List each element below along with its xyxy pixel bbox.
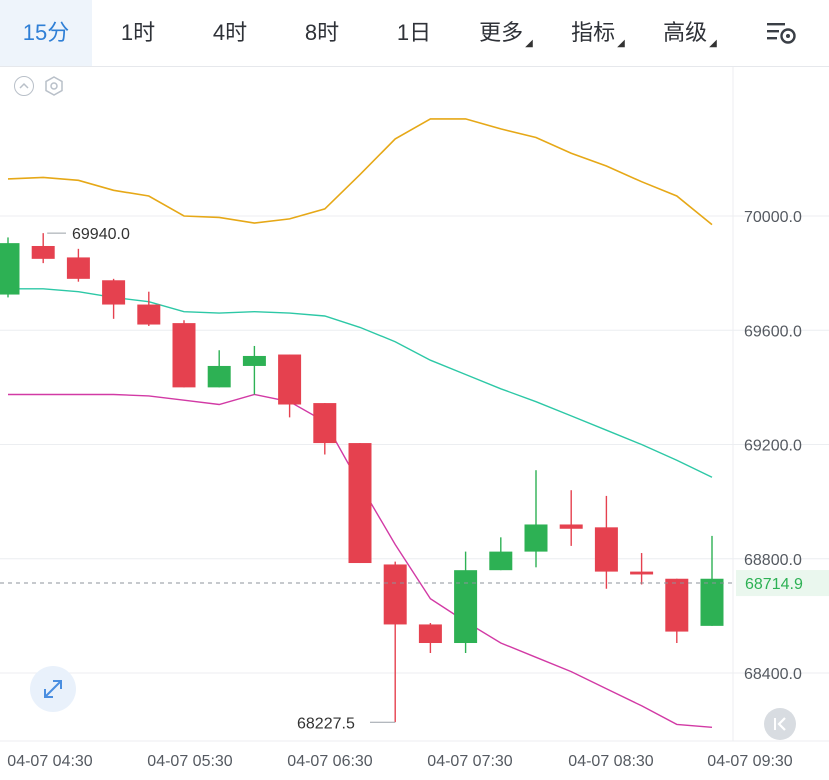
x-tick-label: 04-07 04:30 xyxy=(7,753,93,770)
tab-15min[interactable]: 15分 xyxy=(0,0,92,66)
scroll-to-latest-icon[interactable] xyxy=(764,708,796,740)
candle xyxy=(454,551,478,654)
candle-body xyxy=(102,280,126,305)
candle xyxy=(242,345,266,395)
candle xyxy=(383,561,407,723)
y-tick-label: 70000.0 xyxy=(744,209,802,226)
tab-indicators[interactable]: 指标 ◢ xyxy=(552,0,644,66)
tab-label: 8时 xyxy=(304,20,340,45)
candle xyxy=(524,470,548,568)
y-tick-label: 68800.0 xyxy=(744,552,802,569)
high-annotation-label: 69940.0 xyxy=(72,226,130,243)
candle xyxy=(594,495,618,589)
candlestick-chart[interactable]: 70000.0 69600.0 69200.0 68800.0 68400.0 04-07… xyxy=(0,67,829,780)
candle-body xyxy=(348,443,372,564)
candle-body xyxy=(665,578,689,632)
x-tick-label: 04-07 09:30 xyxy=(707,753,793,770)
candle-body xyxy=(559,524,583,529)
low-annotation-label: 68227.5 xyxy=(297,715,355,732)
dropdown-caret-icon: ◢ xyxy=(709,38,717,49)
candle xyxy=(207,350,231,388)
tab-label: 高级 xyxy=(663,20,708,45)
candle-body xyxy=(454,570,478,644)
current-price-tag xyxy=(736,570,829,597)
tab-8h[interactable]: 8时 xyxy=(276,0,368,66)
tab-advanced[interactable]: 高级 ◢ xyxy=(644,0,736,66)
candle-body xyxy=(137,304,161,325)
current-price-label: 68714.9 xyxy=(745,576,803,593)
tab-label: 1日 xyxy=(396,20,432,45)
candle-body xyxy=(700,578,724,626)
candle-body xyxy=(313,403,337,444)
dropdown-caret-icon: ◢ xyxy=(525,38,533,49)
tab-1h[interactable]: 1时 xyxy=(92,0,184,66)
candle-body xyxy=(418,624,442,644)
x-tick-label: 04-07 06:30 xyxy=(287,753,373,770)
candle-body xyxy=(524,524,548,552)
candle-body xyxy=(31,245,55,259)
candle xyxy=(630,553,654,585)
candle xyxy=(137,291,161,326)
dropdown-caret-icon: ◢ xyxy=(617,38,625,49)
candle-body xyxy=(594,527,618,572)
candle xyxy=(313,403,337,455)
tab-label: 1时 xyxy=(120,20,156,45)
candle xyxy=(418,623,442,654)
tab-label: 更多 xyxy=(479,20,524,45)
x-tick-label: 04-07 05:30 xyxy=(147,753,233,770)
candle-body xyxy=(172,323,196,388)
indicator-settings-icon[interactable] xyxy=(44,76,63,96)
x-tick-label: 04-07 07:30 xyxy=(427,753,513,770)
y-tick-label: 69200.0 xyxy=(744,438,802,455)
x-tick-label: 04-07 08:30 xyxy=(568,753,654,770)
candle xyxy=(172,320,196,388)
chart-settings-icon[interactable] xyxy=(765,18,805,48)
candle-body xyxy=(489,551,513,571)
tab-1d[interactable]: 1日 xyxy=(368,0,460,66)
candle xyxy=(102,278,126,319)
y-tick-label: 69600.0 xyxy=(744,323,802,340)
tab-label: 4时 xyxy=(212,20,248,45)
candle xyxy=(66,248,90,282)
candle xyxy=(559,490,583,546)
candle xyxy=(31,233,55,264)
candle xyxy=(0,237,20,298)
candle xyxy=(489,537,513,571)
collapse-indicator-icon[interactable] xyxy=(14,76,34,96)
tab-4h[interactable]: 4时 xyxy=(184,0,276,66)
tab-more[interactable]: 更多 ◢ xyxy=(460,0,552,66)
timeframe-toolbar: 15分 1时 4时 8时 1日 更多 ◢ 指标 ◢ 高级 ◢ xyxy=(0,0,829,67)
middle-band-line xyxy=(8,288,713,478)
candle-body xyxy=(383,564,407,625)
candle-body xyxy=(0,243,20,295)
candle xyxy=(665,578,689,644)
tab-label: 指标 xyxy=(571,20,616,45)
tab-label: 15分 xyxy=(22,20,70,45)
candle xyxy=(700,535,724,626)
candle-body xyxy=(278,354,302,405)
candle-body xyxy=(66,257,90,279)
candle xyxy=(348,443,372,564)
upper-band-line xyxy=(7,118,713,226)
candle-body xyxy=(630,571,654,575)
candle-body xyxy=(242,355,266,366)
candle-body xyxy=(207,365,231,388)
fullscreen-expand-icon[interactable] xyxy=(30,666,76,712)
candle xyxy=(278,354,302,418)
y-tick-label: 68400.0 xyxy=(744,666,802,683)
